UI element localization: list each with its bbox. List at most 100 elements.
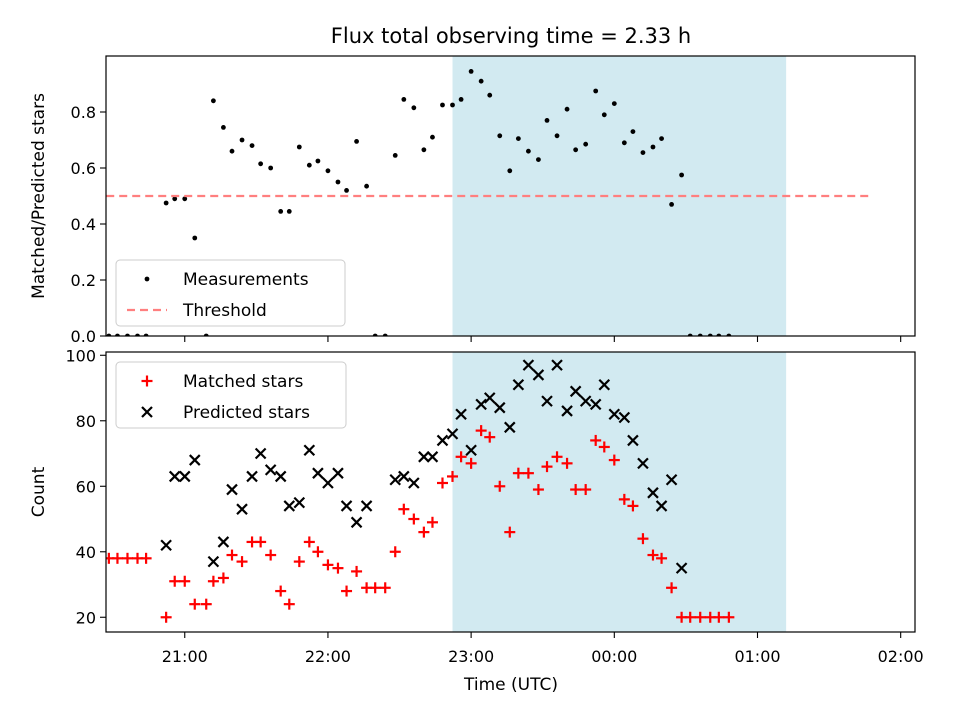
predicted-stars-point-b: [627, 434, 639, 447]
measurements-point: [344, 188, 349, 193]
predicted-stars-point-b: [254, 447, 267, 460]
predicted-stars-point: [188, 454, 201, 466]
predicted-stars-point-b: [207, 555, 220, 568]
y-tick-label: 0.0: [71, 327, 96, 346]
measurements-point: [669, 202, 674, 207]
predicted-stars-point-b: [589, 398, 602, 411]
measurements-point: [182, 196, 188, 202]
predicted-stars-point: [217, 536, 230, 548]
y-tick-label: 60: [76, 477, 96, 496]
x-tick-label: 02:00: [878, 647, 924, 666]
predicted-stars-point-b: [541, 395, 553, 407]
matched-stars-point: [398, 503, 410, 515]
y-tick-label: 80: [76, 412, 96, 431]
predicted-stars-point: [246, 470, 258, 483]
matched-stars-point: [455, 451, 467, 463]
predicted-stars-point-b: [332, 467, 344, 479]
predicted-stars-point: [598, 378, 611, 391]
measurements-point: [325, 168, 331, 174]
matched-stars-point: [637, 533, 649, 545]
measurements-point: [573, 147, 579, 153]
matched-stars-point: [580, 484, 592, 496]
x-tick-label: 00:00: [591, 647, 637, 666]
predicted-stars-point: [532, 369, 545, 381]
measurements-point: [172, 196, 178, 202]
measurements-point: [411, 105, 417, 111]
predicted-stars-point: [389, 473, 402, 486]
measurements-point: [564, 106, 570, 112]
predicted-stars-point: [303, 444, 316, 457]
predicted-stars-point: [475, 398, 487, 411]
predicted-stars-point: [465, 444, 477, 457]
measurements-point: [630, 129, 636, 135]
predicted-stars-point-b: [350, 516, 363, 529]
matched-stars-point: [312, 546, 324, 558]
legend-swatch-predicted-stars-b: [141, 406, 153, 418]
chart-title: Flux total observing time = 2.33 h: [331, 24, 691, 48]
measurements-point: [249, 143, 255, 149]
ratio-panel: 0.0 0.2 0.4 0.6 0.8 Matched/Predicted stars Me…: [29, 55, 916, 346]
predicted-stars-point: [360, 500, 373, 512]
measurements-point: [515, 136, 521, 142]
predicted-stars-point-b: [637, 457, 649, 470]
predicted-stars-point-b: [217, 536, 230, 548]
predicted-stars-point-b: [283, 500, 296, 512]
y-tick-label: 100: [65, 346, 96, 365]
matched-stars-point: [618, 493, 630, 505]
legend-swatch-predicted-stars: [141, 406, 153, 418]
predicted-stars-point: [522, 359, 535, 371]
measurements-point: [440, 102, 445, 108]
predicted-stars-point-b: [598, 378, 611, 391]
x-tick-label: 22:00: [305, 647, 351, 666]
predicted-stars-point-b: [561, 405, 573, 417]
legend-label-measurements: Measurements: [183, 270, 309, 290]
predicted-stars-point: [168, 470, 181, 483]
matched-stars-point: [532, 484, 544, 496]
predicted-stars-point-b: [465, 444, 477, 457]
predicted-stars-point: [426, 451, 439, 463]
predicted-stars-point: [637, 457, 649, 470]
measurements-point: [286, 209, 292, 214]
predicted-stars-point: [493, 401, 506, 414]
predicted-stars-point-b: [493, 401, 506, 414]
predicted-stars-point: [455, 408, 467, 421]
measurements-point: [278, 209, 284, 214]
predicted-stars-point: [312, 467, 324, 479]
matched-stars-point: [723, 611, 735, 623]
predicted-stars-point-b: [569, 385, 582, 398]
predicted-stars-point-b: [246, 470, 258, 483]
matched-stars-point: [169, 575, 181, 587]
measurements-point: [593, 88, 599, 94]
y-tick-label: 40: [76, 543, 96, 562]
measurements-point: [210, 98, 216, 104]
legend-box: [115, 259, 346, 327]
predicted-stars-point: [332, 467, 344, 479]
predicted-stars-point: [408, 477, 420, 489]
y-tick-label: 0.4: [71, 215, 96, 234]
predicted-stars-point: [675, 562, 688, 574]
predicted-stars-point: [589, 398, 602, 411]
legend-label-matched-stars: Matched stars: [183, 372, 303, 392]
predicted-stars-point-b: [360, 500, 373, 512]
predicted-stars-point: [322, 477, 334, 489]
legend-label-threshold: Threshold: [182, 301, 267, 321]
measurements-point: [536, 157, 541, 163]
matched-stars-point: [379, 582, 391, 594]
predicted-stars-point: [418, 451, 430, 463]
x-tick-label: 23:00: [448, 647, 494, 666]
predicted-stars-point-b: [303, 444, 316, 457]
legend-label-predicted-stars: Predicted stars: [183, 403, 310, 423]
measurements-point: [354, 139, 359, 144]
measurements-point: [583, 141, 589, 147]
matched-stars-point: [522, 467, 534, 479]
measurements-point: [221, 125, 226, 130]
measurements-point: [525, 148, 531, 154]
predicted-stars-point: [398, 470, 410, 483]
predicted-stars-point-b: [236, 503, 248, 515]
x-tick-label: 01:00: [734, 647, 780, 666]
matched-stars-point: [608, 454, 620, 466]
predicted-stars-point: [541, 395, 553, 407]
predicted-stars-point-b: [293, 496, 306, 509]
matched-stars-point: [590, 434, 602, 446]
